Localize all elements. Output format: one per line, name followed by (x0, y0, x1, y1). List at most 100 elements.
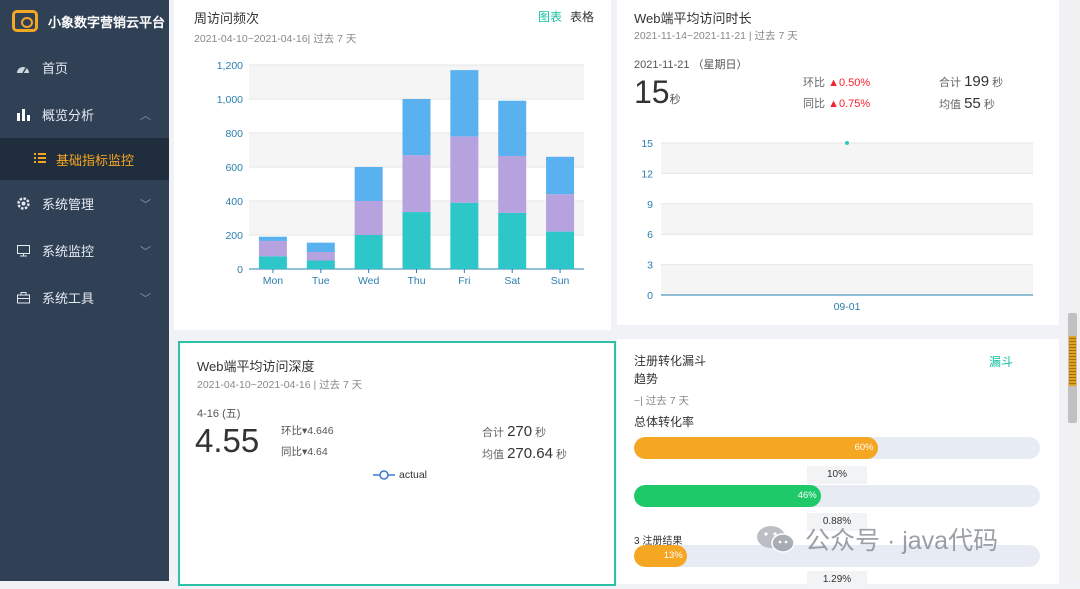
funnel-step-percent: 46% (797, 490, 817, 501)
bar-segment (258, 236, 287, 241)
y-tick-label: 1,000 (217, 94, 243, 106)
stat-value: 4.55 (195, 422, 260, 459)
mom-value: 0.50% (838, 77, 871, 89)
up-arrow-icon: ▲ (828, 98, 839, 110)
sidebar-item-label: 系统监控 (42, 244, 95, 259)
toolbox-icon (16, 291, 30, 305)
bar-segment (402, 99, 431, 156)
bar-segment (450, 136, 479, 203)
date-range: 2021-04-10~2021-04-16| 过去 7 天 (194, 33, 357, 45)
stat-date: 4-16 (五) (197, 408, 241, 420)
weekly-frequency-card: 周访问频次 2021-04-10~2021-04-16| 过去 7 天 图表 表… (174, 0, 611, 330)
y-tick-label: 800 (225, 128, 243, 140)
y-tick-label: 600 (225, 162, 243, 174)
bar-segment (258, 256, 287, 269)
stacked-bar-chart: 0 200 400 600 800 1,000 1,200 Mon Tue Wed Thu Fri Sa… (217, 60, 584, 287)
y-tick-label: 6 (647, 229, 653, 241)
down-arrow-icon: ▾ (302, 425, 308, 437)
yoy-value: 0.75% (838, 98, 871, 110)
chart-legend[interactable]: actual (373, 469, 427, 481)
x-tick-label: Fri (458, 275, 470, 287)
bar-segment (498, 155, 527, 213)
bar-segment (354, 235, 383, 269)
tab-table[interactable]: 表格 (570, 10, 595, 24)
y-tick-label: 15 (641, 138, 653, 150)
unit: 秒 (983, 99, 995, 111)
yoy-stat: 同比 ▲0.75% (803, 95, 870, 111)
total-stat: 合计 199 秒 (939, 73, 1003, 90)
y-tick-label: 0 (237, 264, 243, 276)
funnel-title: 注册转化漏斗 (634, 354, 707, 368)
sidebar-subitem-basic-metrics[interactable]: 基础指标监控 (0, 138, 169, 180)
funnel-step-fill: 60% (634, 437, 878, 459)
bar-segment (450, 70, 479, 137)
sidebar-item-label: 概览分析 (42, 108, 95, 123)
vertical-scrollbar[interactable] (1065, 0, 1080, 581)
monitor-icon (16, 244, 30, 258)
tab-funnel[interactable]: 漏斗 (989, 355, 1014, 369)
x-tick-label: Sun (551, 275, 570, 287)
avg-label: 均值 (482, 449, 504, 461)
mom-label: 环比 (281, 425, 302, 437)
chevron-down-icon: ﹀ (140, 199, 151, 211)
grid-band (249, 65, 584, 99)
main-content: 周访问频次 2021-04-10~2021-04-16| 过去 7 天 图表 表… (169, 0, 1065, 589)
total-value: 270 (507, 423, 533, 440)
sidebar-item-system-monitor[interactable]: 系统监控 ﹀ (0, 227, 169, 274)
scrollbar-grip-icon (1069, 336, 1076, 386)
funnel-step-fill: 13% (634, 545, 687, 567)
bar-segment (306, 252, 335, 261)
card-title: 周访问频次 (194, 11, 260, 26)
sidebar-item-label: 系统工具 (42, 291, 95, 306)
total-label: 合计 (939, 77, 961, 89)
bar-segment (546, 194, 575, 232)
list-icon (34, 152, 46, 167)
grid-band (661, 143, 1033, 174)
funnel-step-bar[interactable]: 46% (634, 485, 1040, 507)
bar-segment (354, 201, 383, 235)
funnel-step-fill: 46% (634, 485, 821, 507)
sidebar-item-home[interactable]: 首页 (0, 44, 169, 91)
brand-logo-icon (12, 10, 38, 32)
unit: 秒 (556, 449, 568, 461)
bar-segment (258, 240, 287, 257)
sidebar-item-system-tools[interactable]: 系统工具 ﹀ (0, 274, 169, 321)
tab-chart[interactable]: 图表 (538, 10, 563, 24)
x-tick-label: Wed (358, 275, 380, 287)
step-conversion-rate: 0.88% (807, 513, 867, 531)
yoy-label: 同比 (803, 98, 825, 110)
sidebar-item-label: 首页 (42, 61, 69, 76)
funnel-step-percent: 13% (663, 550, 683, 561)
stat-main: 15秒 (634, 74, 681, 111)
step-conversion-rate: 10% (807, 466, 867, 484)
yoy-label: 同比 (281, 446, 302, 458)
sidebar-item-system-management[interactable]: 系统管理 ﹀ (0, 180, 169, 227)
avg-stat: 均值 270.64 秒 (482, 445, 567, 462)
yoy-value: 4.64 (307, 446, 328, 458)
brand[interactable]: 小象数字营销云平台 (0, 0, 169, 42)
bar-segment (546, 231, 575, 269)
avg-stat: 均值 55 秒 (939, 95, 995, 112)
y-tick-label: 0 (647, 290, 653, 302)
avg-depth-card[interactable]: Web端平均访问深度 2021-04-10~2021-04-16 | 过去 7 … (178, 341, 616, 586)
chevron-down-icon: ﹀ (140, 293, 151, 305)
funnel-step-bar[interactable]: 13% (634, 545, 1040, 567)
bar-chart-icon (16, 108, 30, 122)
y-tick-label: 200 (225, 230, 243, 242)
stat-date: 2021-11-21 （星期日） (634, 59, 748, 71)
bar-segment (498, 100, 527, 156)
bar-segment (402, 212, 431, 269)
total-stat: 合计 270 秒 (482, 423, 546, 440)
avg-label: 均值 (939, 99, 961, 111)
total-value: 199 (964, 73, 990, 90)
bar-segment (306, 242, 335, 252)
legend-label: actual (399, 469, 428, 481)
funnel-step-bar[interactable]: 60% (634, 437, 1040, 459)
y-tick-label: 1,200 (217, 60, 243, 72)
bar-segment (402, 155, 431, 213)
step-conversion-rate: 1.29% (807, 571, 867, 589)
watermark-text: 公众号 · java代码 (805, 527, 999, 555)
sidebar-item-overview[interactable]: 概览分析 ︿ (0, 91, 169, 138)
unit: 秒 (992, 77, 1004, 89)
funnel-step-percent: 60% (854, 442, 874, 453)
